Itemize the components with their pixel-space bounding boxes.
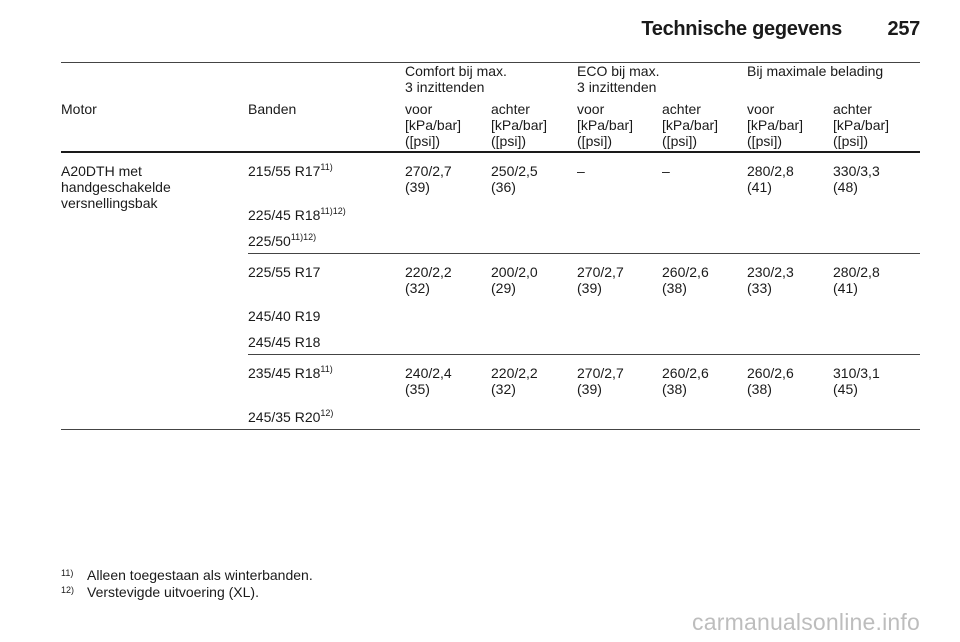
table-row: 225/5011)12) xyxy=(61,223,920,254)
unit-label: [kPa/bar] ([psi]) xyxy=(577,117,663,153)
tire-size: 215/55 R1711) xyxy=(248,162,333,180)
tire-pressure-table: Comfort bij max. 3 inzittenden ECO bij m… xyxy=(61,62,921,430)
group-max-load: Bij maximale belading xyxy=(747,62,921,101)
pressure-value: 260/2,6 (38) xyxy=(747,354,834,399)
pressure-value: 280/2,8 (41) xyxy=(833,253,921,298)
column-comfort-achter: achter xyxy=(491,101,530,117)
footnote: 12) Verstevigde uitvoering (XL). xyxy=(61,584,313,601)
pressure-value: 330/3,3 (48) xyxy=(833,163,880,195)
column-eco-voor: voor xyxy=(577,101,605,117)
pressure-value: 240/2,4 (35) xyxy=(405,354,491,399)
table-row: 245/45 R18 xyxy=(61,324,920,355)
pressure-value: 260/2,6 (38) xyxy=(662,253,748,298)
column-comfort-voor: voor xyxy=(405,101,433,117)
pressure-value: 270/2,7 (39) xyxy=(405,163,452,195)
tire-size: 225/5011)12) xyxy=(248,232,317,250)
group-eco: ECO bij max. 3 inzittenden xyxy=(577,62,748,101)
tire-pressure-table-wrapper: Comfort bij max. 3 inzittenden ECO bij m… xyxy=(61,62,921,430)
pressure-value: – xyxy=(662,163,670,179)
table-row: 245/35 R2012) xyxy=(61,399,920,430)
footnote-mark: 12) xyxy=(61,585,75,595)
footnote-text: Verstevigde uitvoering (XL). xyxy=(87,584,259,600)
tire-size: 225/55 R17 xyxy=(248,253,405,298)
tire-size: 245/40 R19 xyxy=(248,308,321,324)
column-max-voor: voor xyxy=(747,101,775,117)
header-spacer xyxy=(61,62,248,101)
motor-name: A20DTH met handgeschakelde versnellingsb… xyxy=(61,163,171,211)
table-row: A20DTH met handgeschakelde versnellingsb… xyxy=(61,152,920,211)
pressure-value: 310/3,1 (45) xyxy=(833,354,921,399)
watermark: carmanualsonline.info xyxy=(692,609,920,635)
unit-label: [kPa/bar] ([psi]) xyxy=(833,117,921,153)
pressure-value: 220/2,2 (32) xyxy=(405,253,491,298)
table-row: 235/45 R1811) 240/2,4 (35) 220/2,2 (32) … xyxy=(61,354,921,399)
pressure-value: 220/2,2 (32) xyxy=(491,354,578,399)
pressure-value: 260/2,6 (38) xyxy=(662,354,748,399)
page-title: Technische gegevens xyxy=(641,18,842,40)
unit-spacer xyxy=(61,117,248,153)
pressure-value: – xyxy=(577,163,585,179)
header-spacer xyxy=(248,62,405,101)
page-header: Technische gegevens 257 xyxy=(0,18,960,48)
group-comfort: Comfort bij max. 3 inzittenden xyxy=(405,62,578,101)
tire-size: 245/35 R2012) xyxy=(248,408,334,426)
table-bottom-rule xyxy=(61,429,921,430)
empty-cell xyxy=(405,197,920,223)
footnote-mark: 11) xyxy=(61,568,74,578)
column-eco-achter: achter xyxy=(662,101,701,117)
pressure-value: 270/2,7 (39) xyxy=(577,253,663,298)
pressure-value: 230/2,3 (33) xyxy=(747,253,834,298)
empty-cell xyxy=(405,298,920,324)
tire-size: 235/45 R1811) xyxy=(248,354,405,399)
table-row: 245/40 R19 xyxy=(61,298,920,324)
footnote-text: Alleen toegestaan als winterbanden. xyxy=(87,567,313,583)
pressure-value: 270/2,7 (39) xyxy=(577,354,663,399)
unit-label: [kPa/bar] ([psi]) xyxy=(662,117,748,153)
column-banden: Banden xyxy=(248,101,297,117)
unit-label: [kPa/bar] ([psi]) xyxy=(405,117,491,153)
empty-cell xyxy=(405,399,920,430)
unit-label: [kPa/bar] ([psi]) xyxy=(747,117,834,153)
column-motor: Motor xyxy=(61,101,97,117)
pressure-value: 200/2,0 (29) xyxy=(491,253,578,298)
pressure-value: 280/2,8 (41) xyxy=(747,163,794,195)
empty-cell xyxy=(405,223,920,254)
footnotes: 11) Alleen toegestaan als winterbanden. … xyxy=(61,567,313,601)
tire-size: 225/45 R1811)12) xyxy=(248,206,346,224)
column-max-achter: achter xyxy=(833,101,872,117)
empty-cell xyxy=(405,324,920,355)
pressure-value: 250/2,5 (36) xyxy=(491,163,538,195)
page-number: 257 xyxy=(887,18,921,40)
table-row: 225/55 R17 220/2,2 (32) 200/2,0 (29) 270… xyxy=(61,253,921,298)
footnote: 11) Alleen toegestaan als winterbanden. xyxy=(61,567,313,584)
table-row: 225/45 R1811)12) xyxy=(61,197,920,224)
tire-size: 245/45 R18 xyxy=(248,334,321,350)
unit-label: [kPa/bar] ([psi]) xyxy=(491,117,578,153)
unit-spacer xyxy=(248,117,405,153)
